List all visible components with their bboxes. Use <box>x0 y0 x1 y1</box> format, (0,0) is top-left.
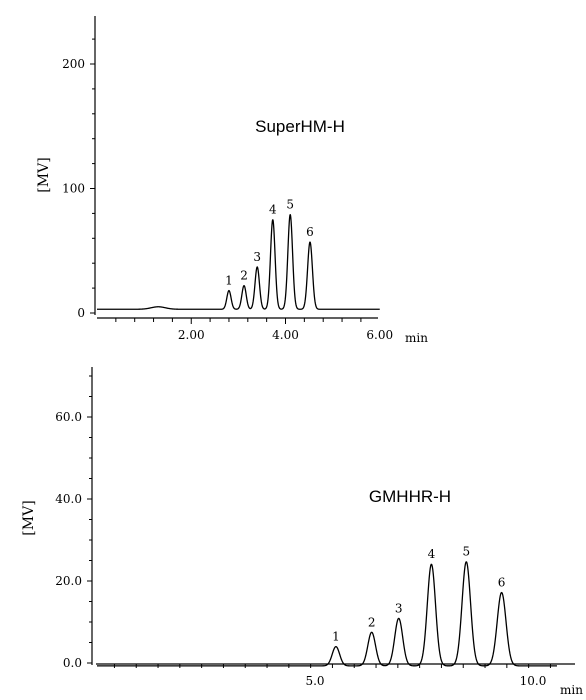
chart-superhm-h: SuperHM-H [MV] min 0 100 200 2.00 4.00 6.00 1… <box>36 16 428 345</box>
chart-title: GMHHR-H <box>369 487 451 506</box>
y-tick-label: 200 <box>62 57 85 71</box>
y-tick-label: 0.0 <box>63 656 82 670</box>
chart-gmhhr-h: GMHHR-H [MV] min 0.0 20.0 40.0 60.0 5.0 10.0 … <box>21 367 583 697</box>
peak-label-3: 3 <box>253 250 261 264</box>
axis-ticks: 0 100 200 2.00 4.00 6.00 <box>62 16 393 342</box>
peak-label-2: 2 <box>240 269 248 283</box>
axis-ticks: 0.0 20.0 40.0 60.0 5.0 10.0 <box>55 367 575 688</box>
peak-label-4: 4 <box>269 203 277 217</box>
x-unit-label: min <box>405 331 428 345</box>
peak-label-4: 4 <box>428 547 436 561</box>
peak-label-3: 3 <box>395 601 403 615</box>
x-tick-label: 4.00 <box>272 328 299 342</box>
peak-label-5: 5 <box>462 545 470 559</box>
peak-label-1: 1 <box>225 274 233 288</box>
peak-label-6: 6 <box>498 575 506 589</box>
x-tick-label: 6.00 <box>366 328 393 342</box>
x-tick-label: 5.0 <box>305 674 324 688</box>
x-tick-label: 2.00 <box>178 328 205 342</box>
x-tick-label: 10.0 <box>520 674 547 688</box>
y-axis-label: [MV] <box>21 500 37 535</box>
peak-label-5: 5 <box>286 198 294 212</box>
peak-label-1: 1 <box>332 630 340 644</box>
chromatogram-trace <box>96 561 558 667</box>
y-tick-label: 40.0 <box>55 492 82 506</box>
x-unit-label: min <box>560 683 583 697</box>
y-tick-label: 20.0 <box>55 574 82 588</box>
trace-group: 1 2 3 4 5 6 <box>96 545 558 667</box>
chart-title: SuperHM-H <box>255 117 345 136</box>
peak-label-6: 6 <box>306 225 314 239</box>
chromatogram-trace <box>96 213 381 310</box>
y-tick-label: 100 <box>62 182 85 196</box>
peak-label-2: 2 <box>368 615 376 629</box>
y-axis-label: [MV] <box>36 157 52 192</box>
y-tick-label: 60.0 <box>55 410 82 424</box>
y-tick-label: 0 <box>77 306 85 320</box>
